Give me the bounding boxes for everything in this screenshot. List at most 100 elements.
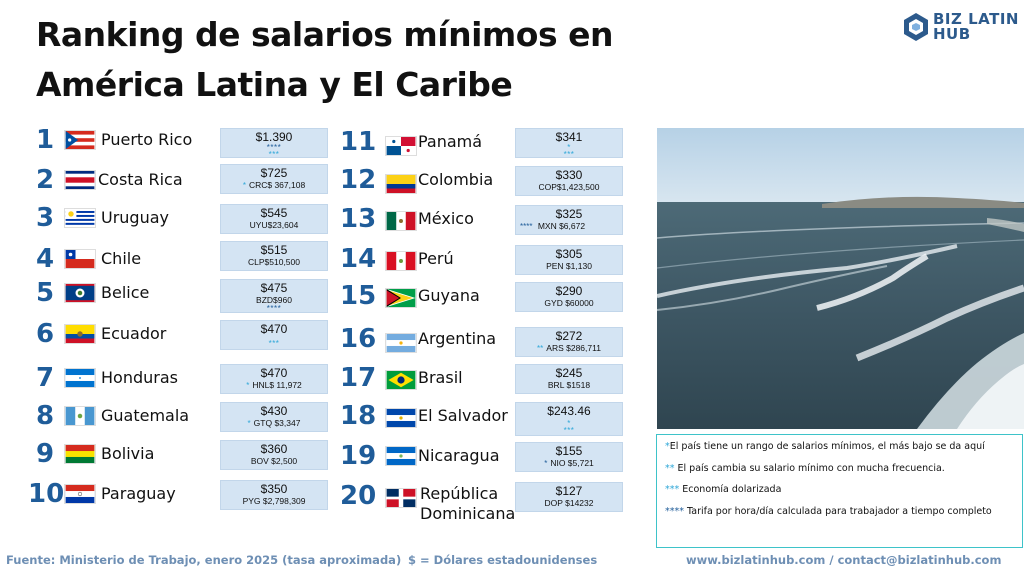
salary-box: $430 * GTQ $3,347 bbox=[220, 402, 328, 432]
note-stars: * bbox=[246, 381, 250, 390]
country-name: México bbox=[418, 209, 474, 228]
country-name: Chile bbox=[101, 249, 142, 268]
ranking-row: 14 Perú $305 PEN $1,130 bbox=[340, 243, 630, 275]
ecuador-flag-icon bbox=[64, 324, 96, 344]
costa-rica-flag-icon bbox=[64, 170, 96, 190]
country-name: Ecuador bbox=[101, 324, 167, 343]
ranking-row: 6 Ecuador $470 *** bbox=[0, 318, 330, 350]
salary-local: CLP$510,500 bbox=[248, 257, 300, 267]
bolivia-flag-icon bbox=[64, 444, 96, 464]
rank-number: 19 bbox=[340, 441, 377, 471]
title-line-1: Ranking de salarios mínimos en bbox=[36, 15, 613, 54]
el-salvador-flag-icon bbox=[385, 408, 417, 428]
country-name: Nicaragua bbox=[418, 446, 500, 465]
salary-local-value: GTQ $3,347 bbox=[253, 418, 301, 428]
salary-local: * NIO $5,721 bbox=[516, 458, 622, 469]
note-stars: * bbox=[567, 419, 571, 428]
salary-usd: $305 bbox=[555, 247, 583, 261]
country-name: Panamá bbox=[418, 132, 483, 151]
note-stars: * bbox=[544, 459, 548, 468]
legend-item: *El país tiene un rango de salarios míni… bbox=[665, 441, 1014, 453]
note-stars-2: *** bbox=[268, 150, 280, 159]
salary-usd: $430 bbox=[260, 404, 288, 418]
salary-box: $325 **** MXN $6,672 bbox=[515, 205, 623, 235]
rank-number: 20 bbox=[340, 481, 377, 511]
country-name: Honduras bbox=[101, 368, 178, 387]
salary-box: $127 DOP $14232 bbox=[515, 482, 623, 512]
rank-number: 3 bbox=[36, 203, 55, 233]
salary-usd: $341 bbox=[555, 130, 583, 144]
salary-local: PYG $2,798,309 bbox=[242, 496, 306, 506]
rank-number: 13 bbox=[340, 204, 377, 234]
salary-box: $350 PYG $2,798,309 bbox=[220, 480, 328, 510]
ranking-row: 19 Nicaragua $155 * NIO $5,721 bbox=[340, 440, 630, 472]
salary-usd: $243.46 bbox=[547, 404, 591, 418]
note-stars: * bbox=[567, 143, 571, 152]
note-stars: ** bbox=[537, 344, 544, 353]
salary-box: $305 PEN $1,130 bbox=[515, 245, 623, 275]
biz-latin-hub-logo[interactable]: BIZ LATIN HUB bbox=[903, 10, 1023, 46]
salary-local-value: CRC$ 367,108 bbox=[248, 180, 306, 190]
salary-local: PEN $1,130 bbox=[546, 261, 592, 271]
salary-usd: $470 bbox=[260, 366, 288, 380]
country-name: Perú bbox=[418, 249, 454, 268]
title-line-2: América Latina y El Caribe bbox=[36, 65, 513, 104]
ranking-row: 12 Colombia $330 COP$1,423,500 bbox=[340, 164, 630, 196]
legend-text: El país cambia su salario mínimo con muc… bbox=[674, 462, 945, 474]
country-name: República Dominicana bbox=[420, 484, 515, 524]
salary-local: BOV $2,500 bbox=[250, 456, 298, 466]
guyana-flag-icon bbox=[385, 288, 417, 308]
salary-box: $155 * NIO $5,721 bbox=[515, 442, 623, 472]
legend-item: ** El país cambia su salario mínimo con … bbox=[665, 463, 1014, 475]
brazil-flag-icon bbox=[385, 370, 417, 390]
rank-number: 15 bbox=[340, 281, 377, 311]
rank-number: 7 bbox=[36, 363, 55, 393]
ranking-row: 8 Guatemala $430 * GTQ $3,347 bbox=[0, 400, 330, 432]
note-stars: **** bbox=[266, 304, 282, 313]
salary-usd: $545 bbox=[260, 206, 288, 220]
salary-local: **** MXN $6,672 bbox=[516, 221, 622, 232]
salary-box: $515 CLP$510,500 bbox=[220, 241, 328, 271]
rank-number: 9 bbox=[36, 439, 55, 469]
country-name: El Salvador bbox=[418, 406, 508, 425]
salary-local-value: NIO $5,721 bbox=[550, 458, 594, 468]
guatemala-flag-icon bbox=[64, 406, 96, 426]
salary-usd: $330 bbox=[555, 168, 583, 182]
salary-local: * HNL$ 11,972 bbox=[221, 380, 327, 391]
salary-box: $545 UYU$23,604 bbox=[220, 204, 328, 234]
salary-local: DOP $14232 bbox=[544, 498, 594, 508]
rank-number: 17 bbox=[340, 363, 377, 393]
ranking-row: 17 Brasil $245 BRL $1518 bbox=[340, 362, 630, 394]
legend-marker: ** bbox=[665, 462, 675, 474]
salary-box: $360 BOV $2,500 bbox=[220, 440, 328, 470]
argentina-flag-icon bbox=[385, 333, 417, 353]
salary-local: UYU$23,604 bbox=[249, 220, 299, 230]
rank-number: 5 bbox=[36, 278, 55, 308]
salary-box: $243.46 * *** bbox=[515, 402, 623, 436]
legend-text: El país tiene un rango de salarios mínim… bbox=[669, 441, 985, 452]
country-name: Costa Rica bbox=[98, 170, 183, 189]
rank-number: 11 bbox=[340, 127, 377, 157]
rank-number: 10 bbox=[28, 479, 65, 509]
rank-number: 18 bbox=[340, 401, 377, 431]
salary-local-value: HNL$ 11,972 bbox=[252, 380, 302, 390]
salary-box: $290 GYD $60000 bbox=[515, 282, 623, 312]
ranking-row: 18 El Salvador $243.46 * *** bbox=[340, 400, 630, 436]
salary-local: ** ARS $286,711 bbox=[516, 343, 622, 354]
ranking-row: 5 Belice $475 BZD$960 **** bbox=[0, 277, 330, 313]
legend-marker: **** bbox=[665, 505, 684, 517]
salary-local: BZD$960 bbox=[256, 295, 292, 305]
country-name: Bolivia bbox=[101, 444, 155, 463]
rank-number: 2 bbox=[36, 165, 55, 195]
note-stars: * bbox=[242, 181, 246, 190]
logo-text: BIZ LATIN HUB bbox=[933, 12, 1019, 42]
colombia-flag-icon bbox=[385, 174, 417, 194]
ranking-row: 3 Uruguay $545 UYU$23,604 bbox=[0, 202, 330, 234]
paraguay-flag-icon bbox=[64, 484, 96, 504]
salary-usd: $290 bbox=[555, 284, 583, 298]
note-stars: * bbox=[247, 419, 251, 428]
footer-links[interactable]: www.bizlatinhub.com / contact@bizlatinhu… bbox=[686, 553, 1002, 567]
belize-flag-icon bbox=[64, 283, 96, 303]
dominican-republic-flag-icon bbox=[385, 488, 417, 508]
salary-usd: $325 bbox=[555, 207, 583, 221]
